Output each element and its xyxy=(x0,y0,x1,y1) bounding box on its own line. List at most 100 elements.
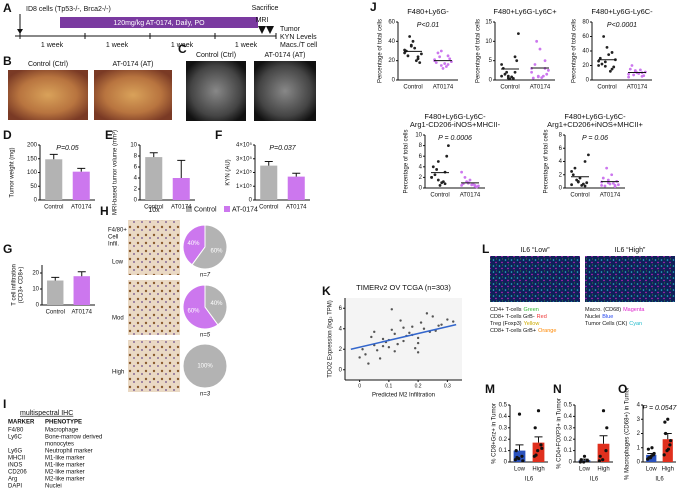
data-point xyxy=(446,54,450,58)
data-point xyxy=(601,176,605,180)
error-bar xyxy=(149,152,158,158)
data-point xyxy=(468,178,472,182)
data-point xyxy=(603,184,607,188)
bar xyxy=(45,159,63,200)
phenotype: Nuclei xyxy=(45,484,62,490)
data-point xyxy=(514,449,518,453)
x-axis-label: IL6 xyxy=(655,477,664,483)
data-point xyxy=(513,55,517,59)
y-tick-label: 6 xyxy=(339,306,343,312)
bar xyxy=(47,280,64,305)
data-point xyxy=(419,321,423,324)
data-point xyxy=(444,65,448,68)
data-point xyxy=(604,449,608,453)
data-point xyxy=(536,75,540,79)
data-point xyxy=(582,454,587,458)
error-bar xyxy=(77,167,86,172)
data-point xyxy=(441,180,445,184)
x-tick-label: Control xyxy=(44,205,63,211)
data-point xyxy=(617,183,620,187)
y-axis-label: Percentage of total cells xyxy=(544,129,550,193)
panel-letter: O xyxy=(618,382,627,396)
data-point xyxy=(452,320,455,323)
y-tick-label: 0 xyxy=(489,78,493,84)
bar xyxy=(513,450,526,462)
data-point xyxy=(436,160,440,163)
x-tick-label: AT0174 xyxy=(433,85,454,91)
data-point xyxy=(669,439,673,443)
data-point xyxy=(611,181,615,185)
panel-letter: I xyxy=(3,397,6,411)
data-point xyxy=(612,65,616,69)
chart-title: Arg1-CD206-iNOS+MHCII- xyxy=(410,120,501,129)
data-point xyxy=(598,454,602,458)
y-axis-label: MRI-based tumor volume (mm³) xyxy=(113,130,119,215)
data-point xyxy=(597,459,601,463)
mri-label: MRI xyxy=(256,17,269,24)
row-title: Infil. xyxy=(108,242,119,248)
data-point xyxy=(603,60,607,64)
arrow-head xyxy=(17,29,23,34)
data-point xyxy=(420,52,423,56)
x-tick-label: AT0174 xyxy=(460,193,481,199)
data-point xyxy=(446,63,450,66)
phenotype: monocytes xyxy=(45,442,74,448)
y-axis-label: (CD3+ CD8+) xyxy=(19,267,25,304)
pie-note: n=3 xyxy=(200,392,211,398)
y-tick-label: 10 xyxy=(32,287,39,293)
y-tick-label: 8 xyxy=(134,154,138,160)
error-bar xyxy=(49,153,58,160)
panel-letter: K xyxy=(322,284,331,298)
legend-entry: Treg (Foxp3) Yellow xyxy=(490,321,539,327)
bar xyxy=(73,276,90,305)
y-tick-label: 0 xyxy=(249,198,253,204)
data-point xyxy=(627,72,630,76)
data-point xyxy=(390,308,393,311)
y-tick-label: 6 xyxy=(419,154,423,160)
y-tick-label: 80 xyxy=(582,20,589,26)
x-tick-label: Control xyxy=(570,193,589,199)
data-point xyxy=(381,337,385,341)
data-point xyxy=(436,51,440,55)
data-point xyxy=(361,348,364,351)
row-title: Cell xyxy=(108,235,118,241)
data-point xyxy=(545,72,549,76)
data-point xyxy=(583,160,587,163)
annotation: P = 0.0547 xyxy=(643,405,678,412)
data-point xyxy=(603,64,607,68)
pie-slice xyxy=(191,224,228,270)
data-point xyxy=(411,39,415,43)
data-point xyxy=(628,67,632,71)
data-point xyxy=(600,62,604,66)
y-tick-label: 0 xyxy=(569,460,573,466)
data-point xyxy=(579,458,583,462)
x-tick-label: Control xyxy=(430,193,449,199)
data-point xyxy=(387,346,391,349)
y-tick-label: 0.1 xyxy=(564,448,573,454)
y-axis-label: Percentage of total cells xyxy=(476,19,482,83)
y-tick-label: 4 xyxy=(559,159,563,165)
legend-entry: Tumor Cells (CK) Cyan xyxy=(585,321,642,327)
data-point xyxy=(576,180,580,184)
data-point xyxy=(511,77,515,80)
bar xyxy=(287,176,305,200)
bar xyxy=(260,165,278,200)
data-point xyxy=(541,74,545,78)
data-point xyxy=(440,323,443,326)
data-point xyxy=(416,336,420,340)
x-tick-label: AT0174 xyxy=(627,85,648,91)
y-tick-label: 3 xyxy=(637,417,641,423)
data-point xyxy=(602,35,606,38)
data-point xyxy=(587,153,590,157)
data-point xyxy=(647,456,651,460)
marker: Ly6G xyxy=(8,449,22,455)
legend-label: Control xyxy=(194,206,217,213)
data-point xyxy=(393,332,396,336)
image-title: IL6 “Low” xyxy=(520,247,550,254)
x-tick-label: High xyxy=(597,467,609,473)
y-tick-label: 2×10⁵ xyxy=(236,169,253,176)
legend-color: Orange xyxy=(538,328,556,334)
data-point xyxy=(408,331,411,335)
marker: F4/80 xyxy=(8,428,24,434)
caption: AT-0174 (AT) xyxy=(265,52,306,59)
